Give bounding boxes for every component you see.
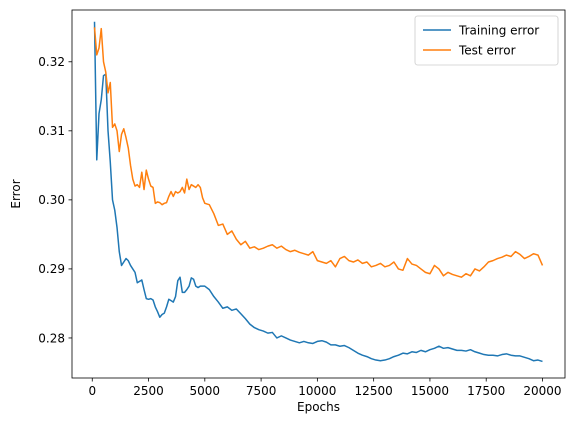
legend-label-0: Training error xyxy=(458,24,539,38)
x-tick-label: 7500 xyxy=(246,384,277,398)
y-tick-label: 0.32 xyxy=(38,55,65,69)
x-tick-label: 2500 xyxy=(133,384,164,398)
y-tick-label: 0.30 xyxy=(38,193,65,207)
x-tick-label: 17500 xyxy=(467,384,505,398)
series-line-0 xyxy=(93,21,543,363)
legend-box xyxy=(414,15,559,66)
x-tick-label: 0 xyxy=(88,384,96,398)
legend-label-1: Test error xyxy=(458,44,516,58)
plot-frame xyxy=(71,9,566,379)
x-tick-label: 5000 xyxy=(190,384,221,398)
y-tick-label: 0.29 xyxy=(38,262,65,276)
x-axis-ticks: 0 2500 5000 7500 10000 12500 15000 17500 20000 xyxy=(88,378,562,398)
legend: Training error Test error xyxy=(414,15,559,66)
plot-lines xyxy=(93,21,544,363)
y-axis-ticks: 0.28 0.29 0.30 0.31 0.32 xyxy=(38,55,72,345)
x-tick-label: 15000 xyxy=(411,384,449,398)
y-tick-label: 0.28 xyxy=(38,331,65,345)
x-tick-label: 12500 xyxy=(355,384,393,398)
x-tick-label: 10000 xyxy=(298,384,336,398)
series-line-1 xyxy=(93,27,544,278)
y-axis-label: Error xyxy=(9,179,23,208)
x-axis-label: Epochs xyxy=(297,400,340,414)
x-tick-label: 20000 xyxy=(523,384,561,398)
y-tick-label: 0.31 xyxy=(38,124,65,138)
